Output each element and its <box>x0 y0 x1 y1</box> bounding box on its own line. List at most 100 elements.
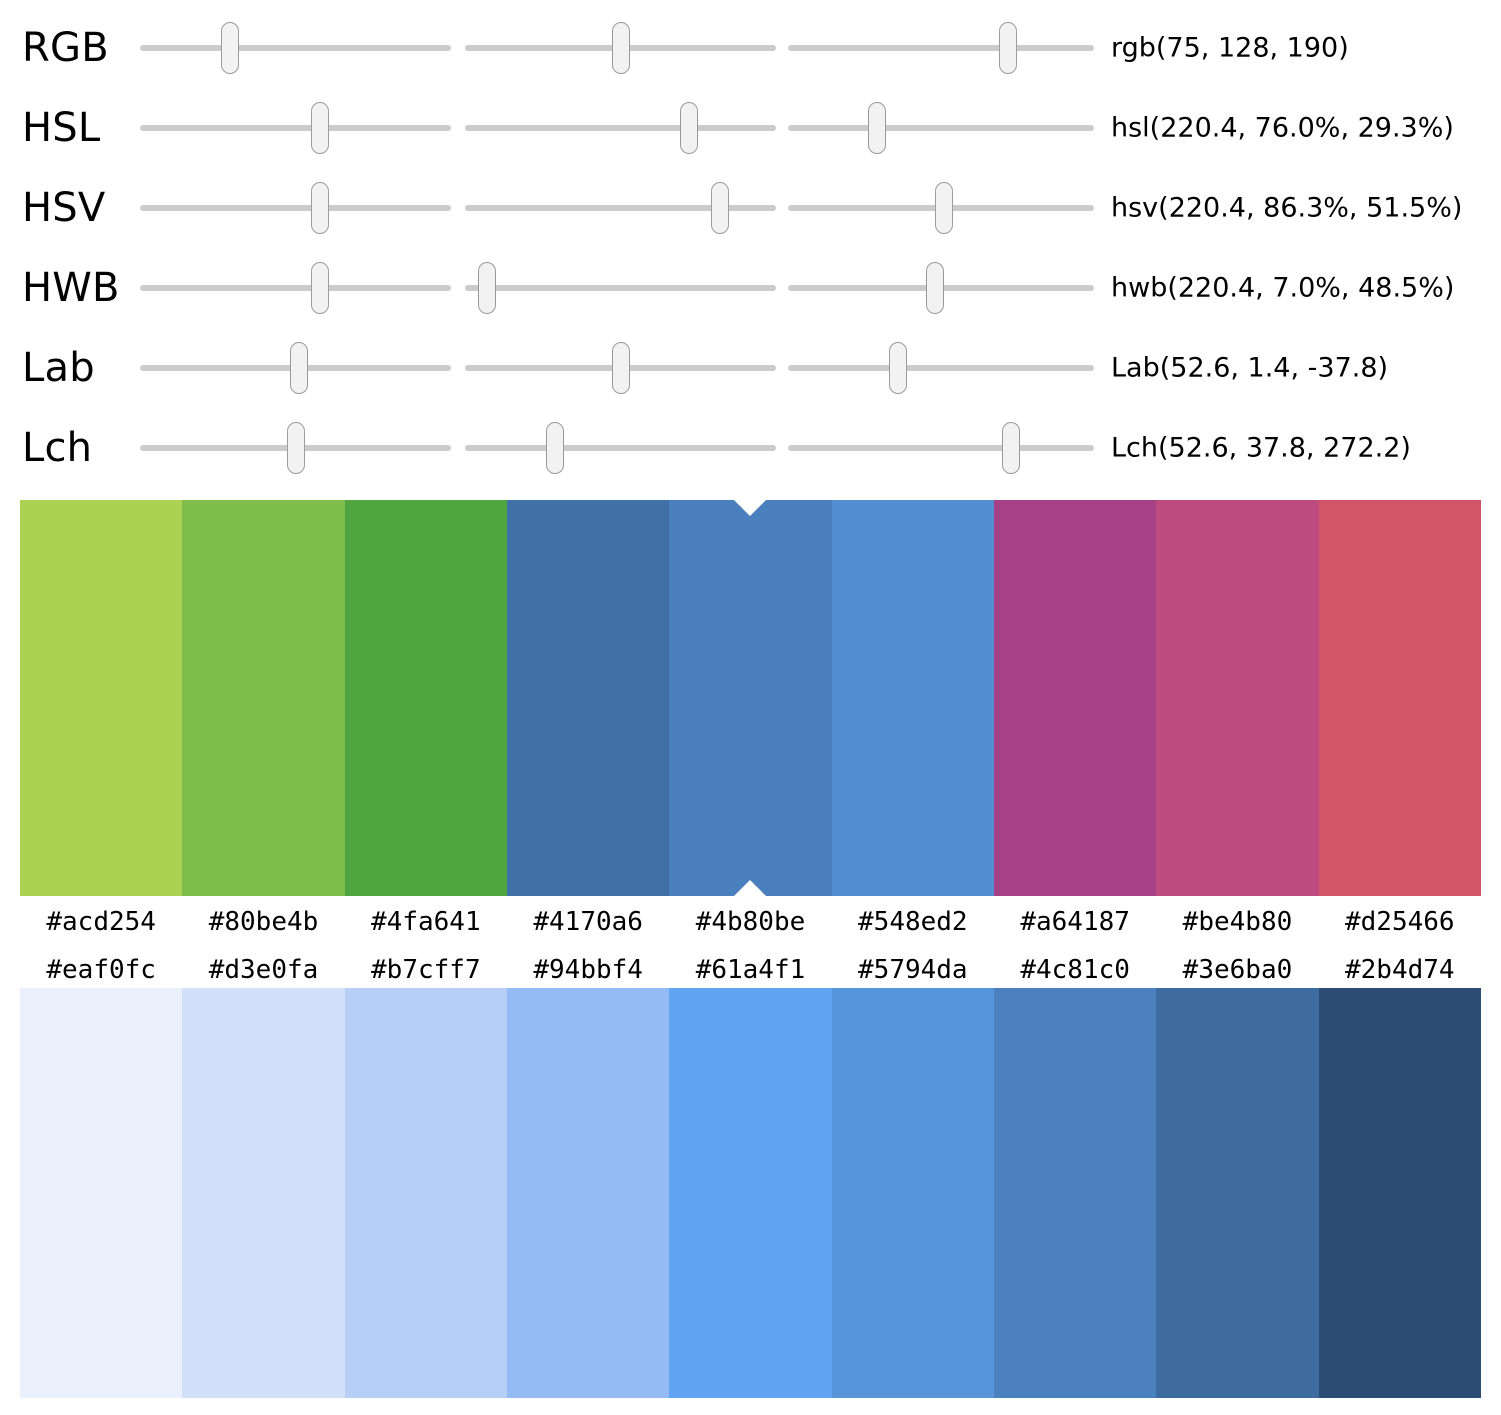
slider-track[interactable] <box>465 445 776 451</box>
color-swatch[interactable] <box>1318 500 1481 896</box>
color-hex-label: #eaf0fc <box>46 955 156 985</box>
slider-lab-channel-3[interactable] <box>788 342 1094 394</box>
slider-lab-channel-1[interactable] <box>140 342 451 394</box>
slider-rgb-channel-1[interactable] <box>140 22 451 74</box>
slider-row-hsl: HSL hsl(220.4, 76.0%, 29.3%) <box>0 88 1501 168</box>
color-hex-label: #4170a6 <box>533 907 643 937</box>
color-swatch[interactable] <box>993 500 1157 896</box>
slider-thumb[interactable] <box>286 422 305 474</box>
color-swatch[interactable] <box>669 500 832 896</box>
slider-row-label: HWB <box>22 265 120 311</box>
slider-thumb[interactable] <box>611 22 630 74</box>
slider-row-label: Lab <box>22 345 95 391</box>
color-swatch[interactable] <box>1318 988 1481 1398</box>
slider-lch-channel-1[interactable] <box>140 422 451 474</box>
slider-thumb[interactable] <box>477 262 496 314</box>
slider-hsl-channel-2[interactable] <box>465 102 776 154</box>
slider-thumb[interactable] <box>311 182 330 234</box>
slider-lab-channel-2[interactable] <box>465 342 776 394</box>
slider-track[interactable] <box>140 285 451 291</box>
slider-track[interactable] <box>465 125 776 131</box>
slider-row-label: HSV <box>22 185 106 231</box>
color-hex-label: #acd254 <box>46 907 156 937</box>
slider-track[interactable] <box>140 205 451 211</box>
slider-row-hwb: HWB hwb(220.4, 7.0%, 48.5%) <box>0 248 1501 328</box>
color-hex-label: #548ed2 <box>858 907 968 937</box>
slider-track[interactable] <box>788 125 1094 131</box>
slider-value-readout: Lch(52.6, 37.8, 272.2) <box>1111 432 1411 464</box>
slider-lch-channel-2[interactable] <box>465 422 776 474</box>
slider-thumb[interactable] <box>221 22 240 74</box>
slider-thumb[interactable] <box>711 182 730 234</box>
palette-bottom-hex-labels: #eaf0fc #d3e0fa #b7cff7 #94bbf4 #61a4f1 #5794… <box>20 948 1481 992</box>
slider-row-label: RGB <box>22 25 109 71</box>
color-hex-label: #4fa641 <box>371 907 481 937</box>
slider-thumb[interactable] <box>889 342 908 394</box>
slider-thumb[interactable] <box>999 22 1018 74</box>
color-swatch[interactable] <box>20 988 183 1398</box>
slider-value-readout: hsv(220.4, 86.3%, 51.5%) <box>1111 192 1463 224</box>
color-hex-label: #5794da <box>858 955 968 985</box>
palette-top-hex-labels: #acd254 #80be4b #4fa641 #4170a6 #4b80be #548e… <box>20 900 1481 944</box>
slider-thumb[interactable] <box>925 262 944 314</box>
color-hex-label: #b7cff7 <box>371 955 481 985</box>
slider-hwb-channel-2[interactable] <box>465 262 776 314</box>
slider-row-lab: Lab Lab(52.6, 1.4, -37.8) <box>0 328 1501 408</box>
color-hex-label: #4b80be <box>695 907 806 937</box>
slider-track[interactable] <box>465 205 776 211</box>
slider-track[interactable] <box>465 285 776 291</box>
slider-track[interactable] <box>140 45 451 51</box>
color-swatch[interactable] <box>831 988 994 1398</box>
color-space-slider-panel: RGB rgb(75, 128, 190) HSL hsl(220.4, 76.0%,… <box>0 0 1501 488</box>
slider-hwb-channel-1[interactable] <box>140 262 451 314</box>
color-hex-label: #d25466 <box>1345 907 1455 937</box>
color-hex-label: #a64187 <box>1020 907 1130 937</box>
slider-hsv-channel-3[interactable] <box>788 182 1094 234</box>
slider-thumb[interactable] <box>611 342 630 394</box>
slider-hsv-channel-1[interactable] <box>140 182 451 234</box>
slider-hwb-channel-3[interactable] <box>788 262 1094 314</box>
color-hex-label: #80be4b <box>208 907 319 937</box>
color-hex-label: #94bbf4 <box>533 955 643 985</box>
slider-hsl-channel-3[interactable] <box>788 102 1094 154</box>
slider-thumb[interactable] <box>1002 422 1021 474</box>
slider-rgb-channel-3[interactable] <box>788 22 1094 74</box>
slider-hsl-channel-1[interactable] <box>140 102 451 154</box>
slider-thumb[interactable] <box>546 422 565 474</box>
slider-track[interactable] <box>788 45 1094 51</box>
color-swatch[interactable] <box>831 500 994 896</box>
color-swatch[interactable] <box>20 500 183 896</box>
color-hex-label: #d3e0fa <box>208 955 319 985</box>
slider-track[interactable] <box>788 365 1094 371</box>
slider-hsv-channel-2[interactable] <box>465 182 776 234</box>
palette-top-band <box>20 500 1481 896</box>
color-swatch[interactable] <box>1156 500 1319 896</box>
slider-thumb[interactable] <box>679 102 698 154</box>
color-swatch[interactable] <box>993 988 1157 1398</box>
slider-track[interactable] <box>788 445 1094 451</box>
slider-value-readout: rgb(75, 128, 190) <box>1111 32 1349 64</box>
color-swatch[interactable] <box>669 988 832 1398</box>
selected-marker-top-icon <box>734 500 767 516</box>
slider-value-readout: hsl(220.4, 76.0%, 29.3%) <box>1111 112 1454 144</box>
color-swatch[interactable] <box>344 988 507 1398</box>
slider-track[interactable] <box>140 125 451 131</box>
slider-thumb[interactable] <box>289 342 308 394</box>
slider-thumb[interactable] <box>867 102 886 154</box>
color-swatch[interactable] <box>182 500 345 896</box>
selected-marker-bottom-icon <box>734 880 767 896</box>
slider-lch-channel-3[interactable] <box>788 422 1094 474</box>
color-swatch[interactable] <box>344 500 507 896</box>
slider-rgb-channel-2[interactable] <box>465 22 776 74</box>
color-swatch[interactable] <box>1156 988 1319 1398</box>
color-hex-label: #61a4f1 <box>695 955 806 985</box>
slider-row-lch: Lch Lch(52.6, 37.8, 272.2) <box>0 408 1501 488</box>
color-swatch[interactable] <box>506 988 670 1398</box>
palette-bottom-band <box>20 988 1481 1398</box>
slider-thumb[interactable] <box>311 102 330 154</box>
color-swatch[interactable] <box>506 500 670 896</box>
color-swatch[interactable] <box>182 988 345 1398</box>
slider-thumb[interactable] <box>935 182 954 234</box>
slider-row-rgb: RGB rgb(75, 128, 190) <box>0 8 1501 88</box>
slider-thumb[interactable] <box>311 262 330 314</box>
